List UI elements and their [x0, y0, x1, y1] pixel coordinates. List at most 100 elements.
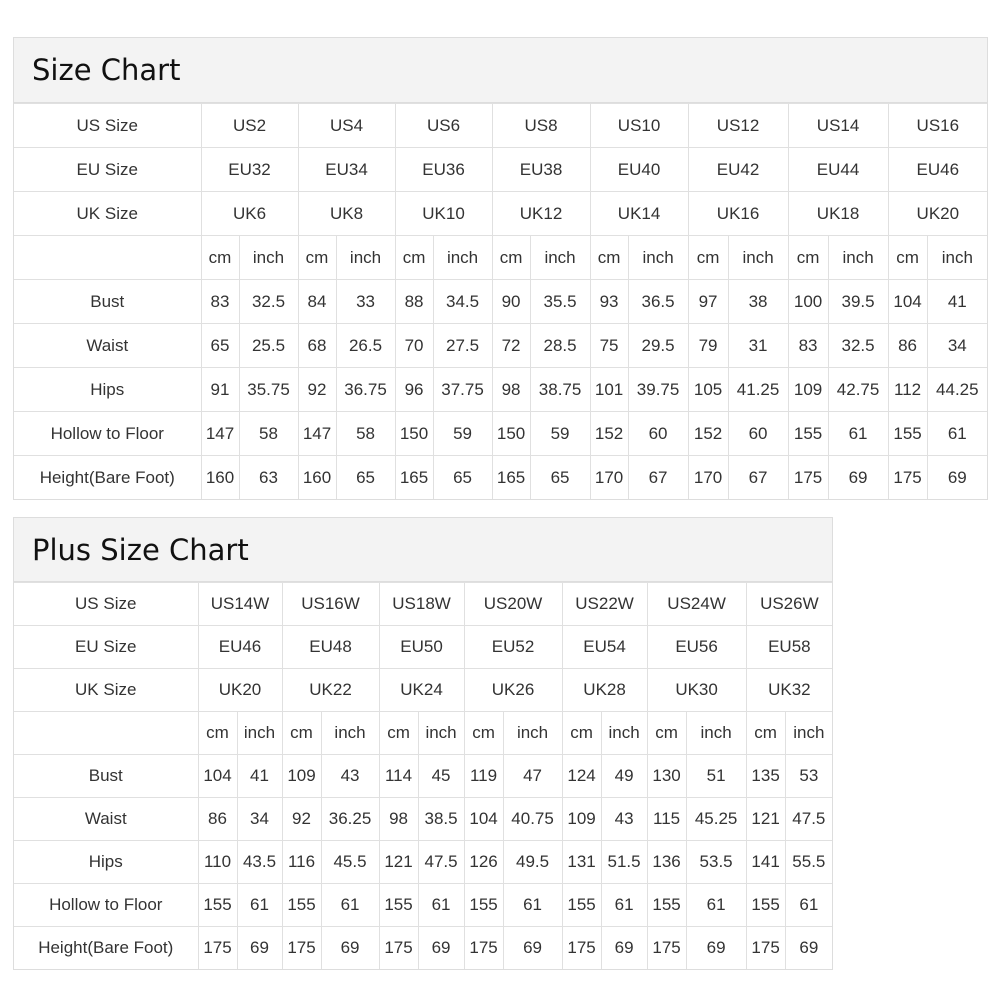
- value-inch: 39.5: [827, 279, 889, 324]
- size-chart-table: US Size US2 US4 US6 US8 US10 US12 US14 US16 EU Si…: [14, 103, 988, 499]
- value-inch: 38: [727, 279, 789, 324]
- value-cm: 88: [394, 279, 434, 324]
- unit-row: cm inch cm inch cm inch cm inch cm inch cm inch cm in…: [14, 235, 988, 280]
- value-cm: 175: [887, 455, 928, 499]
- value-cm: 147: [297, 411, 337, 456]
- value-cm: 114: [378, 754, 419, 798]
- value-inch: 67: [627, 455, 689, 499]
- value-cm: 75: [589, 323, 629, 368]
- value-inch: 36.25: [320, 797, 380, 841]
- value-cm: 155: [378, 883, 419, 927]
- us-size-cell: US16W: [281, 582, 380, 626]
- value-cm: 104: [463, 797, 504, 841]
- unit-cm: cm: [787, 235, 829, 280]
- unit-inch: inch: [926, 235, 988, 280]
- uk-size-cell: UK16: [687, 191, 789, 236]
- eu-size-cell: EU32: [200, 147, 299, 192]
- value-inch: 63: [238, 455, 299, 499]
- measure-label: Hips: [14, 840, 199, 884]
- us-size-cell: US20W: [463, 582, 563, 626]
- value-cm: 68: [297, 323, 337, 368]
- measure-label: Waist: [14, 323, 202, 368]
- eu-size-cell: EU50: [378, 625, 465, 669]
- unit-cm: cm: [687, 235, 729, 280]
- value-cm: 131: [561, 840, 602, 884]
- value-cm: 70: [394, 323, 434, 368]
- value-cm: 155: [463, 883, 504, 927]
- value-cm: 97: [687, 279, 729, 324]
- value-inch: 41: [236, 754, 283, 798]
- unit-cm: cm: [463, 711, 504, 755]
- unit-cm: cm: [394, 235, 434, 280]
- uk-size-cell: UK28: [561, 668, 648, 712]
- value-inch: 33: [335, 279, 396, 324]
- us-size-cell: US8: [491, 103, 591, 148]
- us-size-cell: US18W: [378, 582, 465, 626]
- uk-size-cell: UK30: [646, 668, 747, 712]
- value-cm: 141: [745, 840, 786, 884]
- uk-size-label: UK Size: [14, 668, 199, 712]
- eu-size-cell: EU48: [281, 625, 380, 669]
- us-size-label: US Size: [14, 103, 202, 148]
- unit-inch: inch: [727, 235, 789, 280]
- uk-size-cell: UK6: [200, 191, 299, 236]
- value-cm: 115: [646, 797, 687, 841]
- unit-inch: inch: [335, 235, 396, 280]
- measure-label: Hollow to Floor: [14, 411, 202, 456]
- value-cm: 165: [394, 455, 434, 499]
- value-inch: 25.5: [238, 323, 299, 368]
- value-inch: 28.5: [529, 323, 591, 368]
- value-inch: 69: [417, 926, 465, 969]
- eu-size-cell: EU52: [463, 625, 563, 669]
- measure-label: Hollow to Floor: [14, 883, 199, 927]
- value-cm: 109: [561, 797, 602, 841]
- value-cm: 86: [887, 323, 928, 368]
- value-inch: 45: [417, 754, 465, 798]
- value-inch: 43.5: [236, 840, 283, 884]
- measure-label: Waist: [14, 797, 199, 841]
- uk-size-cell: UK18: [787, 191, 889, 236]
- unit-cm: cm: [200, 235, 240, 280]
- value-inch: 65: [335, 455, 396, 499]
- value-cm: 155: [197, 883, 238, 927]
- unit-inch: inch: [320, 711, 380, 755]
- value-cm: 101: [589, 367, 629, 412]
- value-cm: 119: [463, 754, 504, 798]
- unit-cm: cm: [589, 235, 629, 280]
- value-inch: 41.25: [727, 367, 789, 412]
- eu-size-cell: EU36: [394, 147, 493, 192]
- value-inch: 65: [529, 455, 591, 499]
- us-size-cell: US12: [687, 103, 789, 148]
- measure-label: Height(Bare Foot): [14, 926, 199, 969]
- value-inch: 61: [600, 883, 648, 927]
- us-size-cell: US24W: [646, 582, 747, 626]
- eu-size-cell: EU46: [887, 147, 988, 192]
- value-inch: 61: [926, 411, 988, 456]
- value-cm: 83: [787, 323, 829, 368]
- value-cm: 152: [687, 411, 729, 456]
- value-cm: 175: [463, 926, 504, 969]
- blank-cell: [14, 235, 202, 280]
- uk-size-cell: UK20: [197, 668, 283, 712]
- value-cm: 175: [646, 926, 687, 969]
- value-cm: 92: [297, 367, 337, 412]
- uk-size-cell: UK12: [491, 191, 591, 236]
- value-cm: 165: [491, 455, 531, 499]
- us-size-cell: US22W: [561, 582, 648, 626]
- eu-size-label: EU Size: [14, 147, 202, 192]
- uk-size-cell: UK14: [589, 191, 689, 236]
- unit-cm: cm: [561, 711, 602, 755]
- value-inch: 43: [600, 797, 648, 841]
- value-cm: 175: [378, 926, 419, 969]
- value-cm: 147: [200, 411, 240, 456]
- value-cm: 155: [887, 411, 928, 456]
- eu-size-cell: EU34: [297, 147, 396, 192]
- measure-row: Height(Bare Foot) 160 63 160 65 165 65 165 65 170…: [14, 455, 988, 499]
- plus-size-chart: Plus Size Chart US Size US14W US16W US18W US…: [13, 517, 833, 970]
- value-cm: 121: [378, 840, 419, 884]
- value-cm: 152: [589, 411, 629, 456]
- us-size-cell: US10: [589, 103, 689, 148]
- unit-inch: inch: [238, 235, 299, 280]
- value-cm: 175: [281, 926, 322, 969]
- value-cm: 126: [463, 840, 504, 884]
